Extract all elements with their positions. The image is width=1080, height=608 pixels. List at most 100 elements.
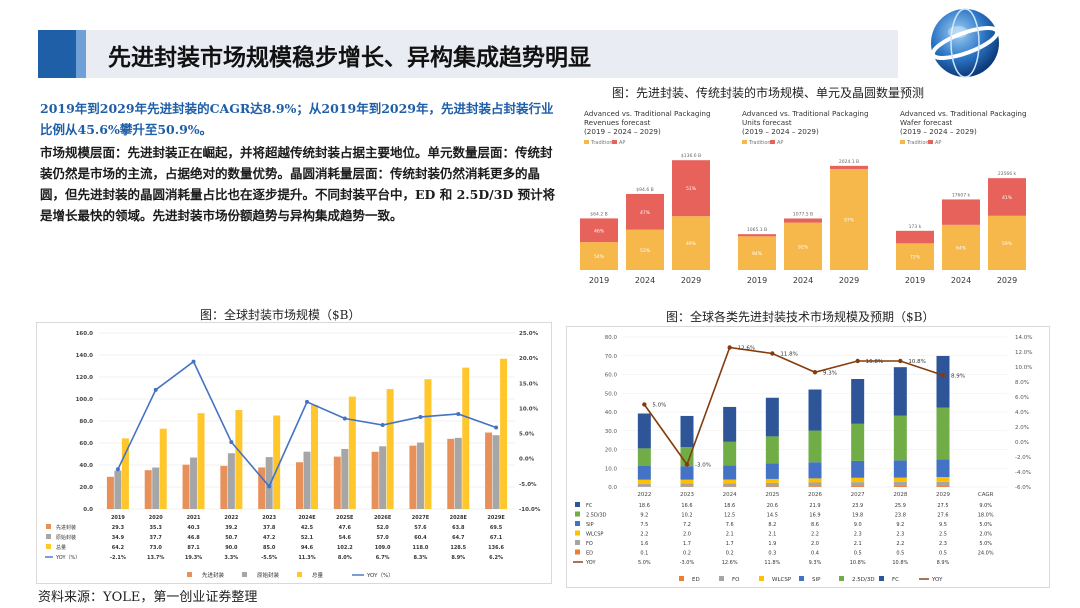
right-bar-ED — [851, 486, 865, 487]
caption-left: 图：全球封装市场规模（$B） — [200, 308, 361, 322]
left-table-cell: 6.2% — [489, 555, 503, 561]
right-yoy-label: -3.0% — [695, 463, 711, 469]
right-table-cell: 9.3% — [809, 560, 822, 566]
left-y-tick: 20.0 — [79, 485, 93, 491]
left-table-cell: 85.0 — [263, 545, 276, 551]
right-bar-WLCSP — [765, 478, 779, 483]
right-table-swatch — [575, 530, 580, 536]
right-bar-SIP — [851, 460, 865, 478]
right-bar-SIP — [637, 465, 651, 480]
right-table-cell: 2.2 — [811, 532, 819, 538]
left-table-cell: 90.0 — [225, 545, 238, 551]
left-bar-1 — [152, 467, 160, 509]
forecast-bar-ap — [830, 165, 868, 169]
right-bar-WLCSP — [680, 479, 694, 484]
right-legend-swatch — [759, 576, 764, 581]
left-table-row-label: 先进封装 — [56, 524, 76, 531]
left-bar-2 — [311, 404, 318, 509]
right-y-tick: 50.0 — [605, 391, 618, 397]
left-x-tick: 2027E — [412, 515, 430, 521]
right-table-cell: 2.2 — [640, 532, 648, 538]
right-yoy-label: 10.8% — [908, 359, 925, 365]
left-table-cell: 87.1 — [187, 545, 200, 551]
forecast-bar-traditional — [738, 236, 776, 270]
forecast-x-tick: 2029 — [839, 276, 859, 285]
right-table-cell: 9.2 — [640, 513, 648, 519]
right-bar-25D3D — [893, 415, 907, 461]
forecast-trad-share-label: 72% — [910, 255, 921, 261]
legend-label-ap: AP — [619, 140, 625, 146]
left-yoy-point — [380, 423, 385, 428]
left-table-cell: 47.6 — [339, 525, 352, 531]
forecast-x-tick: 2024 — [793, 276, 813, 285]
title-accent-light — [76, 30, 86, 78]
right-yoy-point — [770, 351, 775, 356]
left-yoy-point — [418, 414, 423, 419]
left-x-tick: 2020 — [149, 515, 163, 521]
forecast-panel-title: (2019 – 2024 – 2029) — [584, 127, 661, 136]
left-table-cell: 109.0 — [375, 545, 391, 551]
right-y-tick: 80.0 — [605, 335, 618, 341]
right-bar-25D3D — [936, 407, 950, 460]
legend-label-traditional: Traditional — [748, 140, 775, 146]
left-bar-0 — [106, 476, 114, 509]
left-table-row-label: 原始封装 — [56, 534, 76, 541]
right-bar-WLCSP — [808, 478, 822, 483]
right-legend-label: FO — [732, 577, 740, 583]
left-table-row-label: 总量 — [56, 544, 66, 551]
left-y-tick: 160.0 — [76, 331, 94, 337]
left-y2-tick: 10.0% — [519, 406, 539, 412]
right-bar-SIP — [723, 465, 737, 480]
left-x-tick: 2025E — [336, 515, 354, 521]
right-table-cell: 0.5 — [896, 551, 904, 557]
left-bar-0 — [409, 445, 417, 509]
right-bar-ED — [936, 486, 950, 487]
right-yoy-point — [684, 462, 690, 467]
left-x-tick: 2023 — [262, 515, 276, 521]
left-table-cell: 11.3% — [298, 555, 315, 561]
forecast-trad-share-label: 64% — [956, 245, 967, 251]
right-bar-FO — [851, 482, 865, 487]
forecast-bar-traditional — [626, 229, 664, 270]
left-table-cell: 69.5 — [490, 525, 503, 531]
left-table-cell: 50.7 — [225, 535, 238, 541]
right-yoy-label: 10.8% — [866, 359, 883, 365]
forecast-panel-title: Units forecast — [742, 118, 792, 127]
left-table-swatch — [46, 524, 51, 529]
forecast-bar-ap — [942, 199, 980, 225]
right-y-tick: 60.0 — [605, 373, 618, 379]
right-yoy-point — [898, 358, 903, 364]
right-x-tick: 2026 — [808, 492, 822, 498]
forecast-trad-share-label: 59% — [1002, 241, 1013, 247]
right-bar-FC — [893, 367, 907, 416]
legend-swatch-ap — [612, 140, 617, 144]
right-table-row-label: FC — [586, 503, 593, 509]
left-table-cell: 73.0 — [150, 545, 163, 551]
right-table-swatch — [575, 502, 580, 507]
left-table-cell: 42.5 — [301, 525, 314, 531]
left-table-cell: 67.1 — [490, 535, 503, 541]
forecast-trad-share-label: 53% — [640, 248, 651, 254]
right-table-cell: 1.7 — [726, 541, 734, 547]
left-bar-0 — [296, 462, 303, 509]
left-table-cell: 19.3% — [185, 555, 202, 561]
forecast-x-tick: 2019 — [905, 276, 925, 285]
right-bar-FO — [723, 483, 737, 487]
title-bar — [38, 30, 898, 78]
right-legend-label: SIP — [812, 577, 821, 583]
left-bar-0 — [333, 456, 341, 509]
right-bar-WLCSP — [637, 479, 651, 484]
left-table-cell: 37.8 — [263, 525, 276, 531]
right-bar-FC — [723, 406, 737, 442]
right-table-cell: 5.0% — [979, 522, 992, 528]
forecast-bar-traditional — [942, 224, 980, 270]
forecast-total-label: 1065.1 B — [747, 227, 767, 233]
right-x-tick: 2024 — [723, 492, 737, 498]
forecast-total-label: $64.2 B — [590, 211, 607, 217]
forecast-x-tick: 2024 — [951, 276, 971, 285]
left-legend-swatch — [297, 572, 302, 577]
left-table-cell: 13.7% — [147, 555, 164, 561]
right-bar-FO — [808, 482, 822, 487]
right-bar-25D3D — [765, 436, 779, 464]
right-table-swatch — [575, 521, 580, 526]
